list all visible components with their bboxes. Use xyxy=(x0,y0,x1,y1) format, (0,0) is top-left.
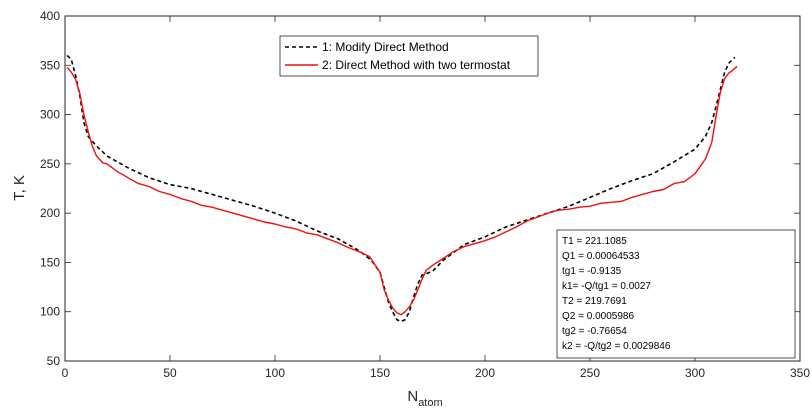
x-axis-label-main: N xyxy=(407,388,418,405)
annotation-line: tg1 = -0.9135 xyxy=(562,266,622,277)
x-axis-label: Natom xyxy=(407,388,442,409)
legend: 1: Modify Direct Method 2: Direct Method… xyxy=(279,35,539,77)
y-tick-label: 250 xyxy=(40,157,60,171)
legend-box xyxy=(279,35,539,77)
annotation-line: Q1 = 0.00064533 xyxy=(562,251,640,262)
y-tick-label: 200 xyxy=(40,206,60,220)
annotation-line: tg2 = -0.76654 xyxy=(562,326,627,337)
x-tick-label: 350 xyxy=(790,366,810,380)
annotation-line: T1 = 221.1085 xyxy=(562,236,627,247)
series-line-modify-direct-method xyxy=(66,54,736,323)
x-tick-label: 300 xyxy=(685,366,705,380)
series-line-direct-method-two-termostat xyxy=(66,65,738,316)
legend-label-series-2: 2: Direct Method with two termostat xyxy=(322,58,511,72)
legend-label-series-1: 1: Modify Direct Method xyxy=(322,40,449,54)
x-tick-label: 150 xyxy=(370,366,390,380)
y-tick-label: 150 xyxy=(40,255,60,269)
x-tick-label: 0 xyxy=(62,366,69,380)
x-tick-label: 50 xyxy=(163,366,177,380)
series-layer xyxy=(66,54,738,323)
x-tick-label: 200 xyxy=(475,366,495,380)
x-tick-label: 100 xyxy=(265,366,285,380)
annotation-line: k2 = -Q/tg2 = 0.0029846 xyxy=(562,341,671,352)
annotation-line: Q2 = 0.0005986 xyxy=(562,311,634,322)
y-axis-label: T, K xyxy=(11,175,28,201)
y-tick-label: 350 xyxy=(40,58,60,72)
y-tick-label: 100 xyxy=(40,305,60,319)
y-tick-label: 400 xyxy=(40,9,60,23)
annotation-line: k1= -Q/tg1 = 0.0027 xyxy=(562,281,651,292)
y-tick-label: 300 xyxy=(40,108,60,122)
x-axis-label-subscript: atom xyxy=(418,397,442,409)
annotation-line: T2 = 219.7691 xyxy=(562,296,627,307)
stats-annotation-box xyxy=(556,229,796,359)
stats-annotation: T1 = 221.1085 Q1 = 0.00064533 tg1 = -0.9… xyxy=(556,229,796,359)
y-tick-label: 50 xyxy=(47,354,61,368)
axis-ticks: 0 50 100 150 200 250 300 3505010015020025030035… xyxy=(40,9,810,380)
x-tick-label: 250 xyxy=(580,366,600,380)
